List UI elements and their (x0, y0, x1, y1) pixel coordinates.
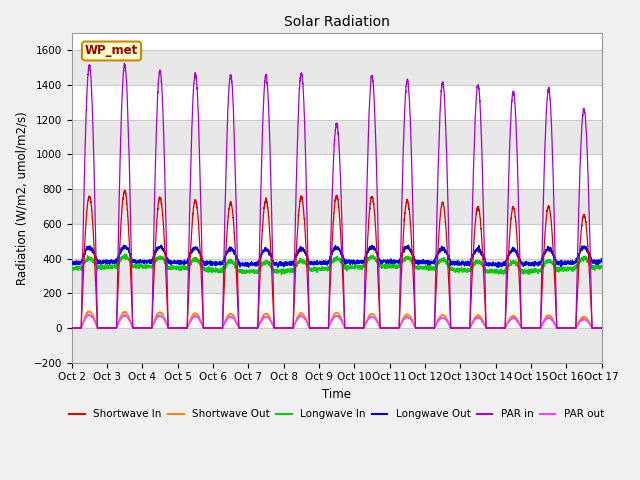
Longwave Out (486, 261, 493, 266)
PAR out (426, 325, 434, 331)
Longwave In (597, 265, 605, 271)
PAR out (317, 325, 324, 331)
PAR in (120, 60, 128, 66)
Shortwave Out (68, 325, 76, 331)
Longwave In (456, 267, 463, 273)
Shortwave In (598, 325, 605, 331)
Shortwave Out (163, 322, 171, 327)
Shortwave Out (456, 325, 463, 331)
Bar (72, 50, 602, 85)
Longwave Out (598, 258, 605, 264)
Longwave In (163, 263, 171, 269)
Shortwave Out (86, 308, 93, 314)
PAR in (317, 325, 324, 331)
Shortwave Out (486, 325, 493, 331)
Line: Shortwave Out: Shortwave Out (72, 311, 602, 328)
Line: PAR in: PAR in (72, 63, 602, 328)
Y-axis label: Radiation (W/m2, umol/m2/s): Radiation (W/m2, umol/m2/s) (15, 111, 28, 285)
Longwave Out (163, 256, 171, 262)
Shortwave Out (597, 325, 605, 331)
Shortwave In (456, 325, 463, 331)
Shortwave In (597, 325, 605, 331)
Line: PAR out: PAR out (72, 314, 602, 328)
Longwave Out (426, 261, 434, 266)
Shortwave In (317, 325, 324, 331)
PAR out (597, 325, 605, 331)
Longwave Out (597, 258, 605, 264)
PAR in (598, 325, 605, 331)
Longwave Out (317, 260, 324, 265)
Shortwave Out (317, 325, 324, 331)
Longwave Out (456, 260, 463, 265)
Longwave In (426, 265, 434, 271)
PAR in (456, 325, 463, 331)
Text: WP_met: WP_met (85, 45, 138, 58)
PAR in (486, 325, 493, 331)
Bar (72, 189, 602, 224)
PAR in (163, 271, 171, 277)
Longwave In (486, 267, 493, 273)
Shortwave In (486, 325, 493, 331)
PAR out (598, 325, 605, 331)
PAR in (68, 325, 76, 331)
Longwave In (122, 251, 129, 257)
PAR out (85, 312, 93, 317)
Longwave In (598, 263, 605, 269)
Shortwave Out (598, 325, 605, 331)
Longwave In (317, 266, 324, 272)
Shortwave In (121, 187, 129, 193)
Title: Solar Radiation: Solar Radiation (284, 15, 390, 29)
Longwave Out (495, 264, 502, 270)
Line: Longwave Out: Longwave Out (72, 245, 602, 267)
PAR in (426, 325, 434, 331)
PAR out (456, 325, 463, 331)
Legend: Shortwave In, Shortwave Out, Longwave In, Longwave Out, PAR in, PAR out: Shortwave In, Shortwave Out, Longwave In… (65, 405, 608, 423)
Shortwave In (163, 298, 171, 303)
Line: Longwave In: Longwave In (72, 254, 602, 275)
Shortwave In (426, 325, 434, 331)
Line: Shortwave In: Shortwave In (72, 190, 602, 328)
Longwave In (278, 272, 285, 278)
Shortwave Out (426, 325, 434, 331)
Bar (72, 259, 602, 293)
PAR out (163, 323, 171, 328)
Longwave In (68, 267, 76, 273)
Longwave Out (68, 261, 76, 266)
Bar (72, 328, 602, 363)
Bar (72, 120, 602, 155)
PAR out (486, 325, 493, 331)
Longwave Out (404, 242, 412, 248)
Shortwave In (68, 325, 76, 331)
PAR in (597, 325, 605, 331)
X-axis label: Time: Time (322, 388, 351, 401)
PAR out (68, 325, 76, 331)
